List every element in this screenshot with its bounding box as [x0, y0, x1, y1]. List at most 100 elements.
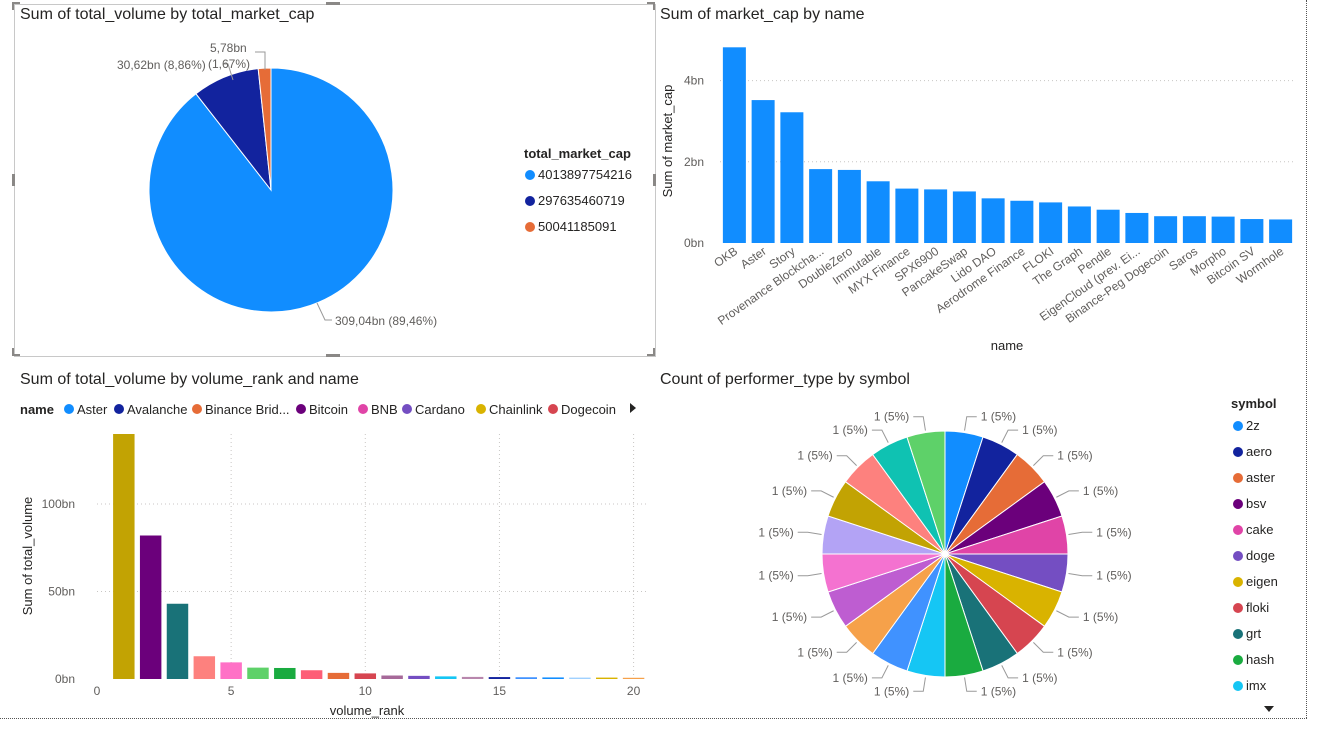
data-label: 1 (5%) — [874, 684, 909, 698]
bar[interactable] — [1125, 212, 1149, 243]
chart4-svg[interactable]: 1 (5%)1 (5%)1 (5%)1 (5%)1 (5%)1 (5%)1 (5… — [655, 360, 1305, 718]
leader-line — [811, 610, 834, 618]
bar[interactable] — [1211, 216, 1235, 243]
bar[interactable] — [1269, 219, 1293, 243]
bar[interactable] — [1182, 216, 1206, 243]
leader-line — [224, 63, 234, 81]
bar[interactable] — [751, 100, 775, 243]
legend-label: Avalanche — [127, 402, 187, 417]
bar[interactable] — [435, 676, 457, 679]
chart1-title: Sum of total_volume by total_market_cap — [20, 6, 315, 23]
data-label: 30,62bn (8,86%) — [117, 58, 206, 72]
bar[interactable] — [569, 677, 591, 679]
bar[interactable] — [809, 169, 833, 243]
bar[interactable] — [113, 434, 135, 679]
bar[interactable] — [596, 677, 618, 679]
data-label: 1 (5%) — [1022, 671, 1057, 685]
legend-marker — [1233, 525, 1243, 535]
legend-marker — [1233, 603, 1243, 613]
data-label: 1 (5%) — [981, 410, 1016, 424]
resize-handle[interactable] — [12, 354, 20, 356]
legend-marker — [1233, 681, 1243, 691]
bar[interactable] — [274, 667, 296, 679]
bar[interactable] — [866, 181, 890, 243]
resize-handle[interactable] — [647, 2, 655, 4]
bar[interactable] — [542, 677, 564, 679]
leader-line — [1001, 429, 1019, 443]
y-tick-label: 2bn — [684, 155, 704, 169]
legend-marker — [114, 404, 124, 414]
resize-handle[interactable] — [326, 2, 340, 5]
bar[interactable] — [981, 198, 1005, 243]
pie-slice[interactable] — [906, 430, 946, 555]
legend-marker — [1233, 551, 1243, 561]
chart3-svg[interactable]: name Aster Avalanche Binance Brid... Bitcoin… — [0, 360, 655, 718]
x-tick-label: 5 — [228, 684, 235, 698]
legend-marker — [296, 404, 306, 414]
resize-handle[interactable] — [12, 2, 14, 10]
legend-next-icon[interactable] — [630, 403, 636, 413]
bar[interactable] — [952, 191, 976, 243]
y-axis-title: Sum of market_cap — [660, 85, 675, 198]
y-axis-title: Sum of total_volume — [20, 497, 35, 616]
bar[interactable] — [1240, 219, 1264, 243]
leader-line — [964, 677, 977, 692]
bar[interactable] — [1154, 216, 1178, 243]
bar[interactable] — [327, 672, 350, 679]
leader-line — [871, 429, 889, 443]
data-label: 1 (5%) — [1057, 645, 1092, 659]
leader-line — [871, 665, 889, 679]
bar[interactable] — [780, 112, 804, 243]
bar[interactable] — [193, 656, 216, 679]
bar[interactable] — [622, 677, 645, 679]
resize-handle[interactable] — [12, 348, 14, 356]
x-tick-label: Aster — [738, 244, 769, 272]
bar[interactable] — [924, 189, 948, 243]
resize-handle[interactable] — [653, 348, 655, 356]
bar[interactable] — [166, 603, 189, 679]
bar[interactable] — [381, 675, 403, 680]
legend-marker — [1233, 577, 1243, 587]
legend-scroll-down-icon[interactable] — [1264, 706, 1274, 712]
resize-handle[interactable] — [653, 2, 655, 10]
bar[interactable] — [722, 47, 746, 243]
legend-marker — [358, 404, 368, 414]
resize-handle[interactable] — [326, 354, 340, 357]
leader-line — [1001, 665, 1019, 679]
bar[interactable] — [1039, 202, 1063, 243]
legend-label: floki — [1246, 600, 1269, 615]
bar[interactable] — [300, 670, 323, 679]
legend-title: name — [20, 402, 54, 417]
chart1-svg[interactable]: 309,04bn (89,46%) 30,62bn (8,86%) 5,78bn (1… — [0, 0, 655, 360]
resize-handle[interactable] — [647, 354, 655, 356]
x-axis-title: volume_rank — [330, 703, 405, 718]
bar[interactable] — [461, 676, 484, 679]
bar[interactable] — [488, 677, 511, 679]
legend-label: grt — [1246, 626, 1262, 641]
resize-handle[interactable] — [12, 2, 20, 4]
chart3-title: Sum of total_volume by volume_rank and n… — [20, 371, 359, 388]
bar[interactable] — [895, 188, 919, 243]
bar[interactable] — [139, 535, 162, 680]
y-tick-label: 0bn — [684, 236, 704, 250]
bar[interactable] — [408, 675, 430, 679]
data-label: 1 (5%) — [1083, 610, 1118, 624]
bar[interactable] — [1010, 200, 1034, 243]
resize-handle[interactable] — [653, 174, 656, 186]
bar[interactable] — [354, 673, 377, 679]
bar[interactable] — [247, 667, 269, 679]
bar[interactable] — [837, 169, 861, 243]
x-axis-title: name — [991, 338, 1024, 353]
bar[interactable] — [220, 662, 242, 679]
legend-label: aster — [1246, 470, 1276, 485]
bar[interactable] — [515, 677, 537, 679]
x-tick-label: 0 — [94, 684, 101, 698]
leader-line — [913, 677, 926, 692]
x-tick-label: 10 — [359, 684, 373, 698]
legend-label: Binance Brid... — [205, 402, 290, 417]
resize-handle[interactable] — [12, 174, 15, 186]
data-label: 1 (5%) — [833, 423, 868, 437]
bar[interactable] — [1067, 206, 1091, 243]
bar[interactable] — [1096, 209, 1120, 243]
